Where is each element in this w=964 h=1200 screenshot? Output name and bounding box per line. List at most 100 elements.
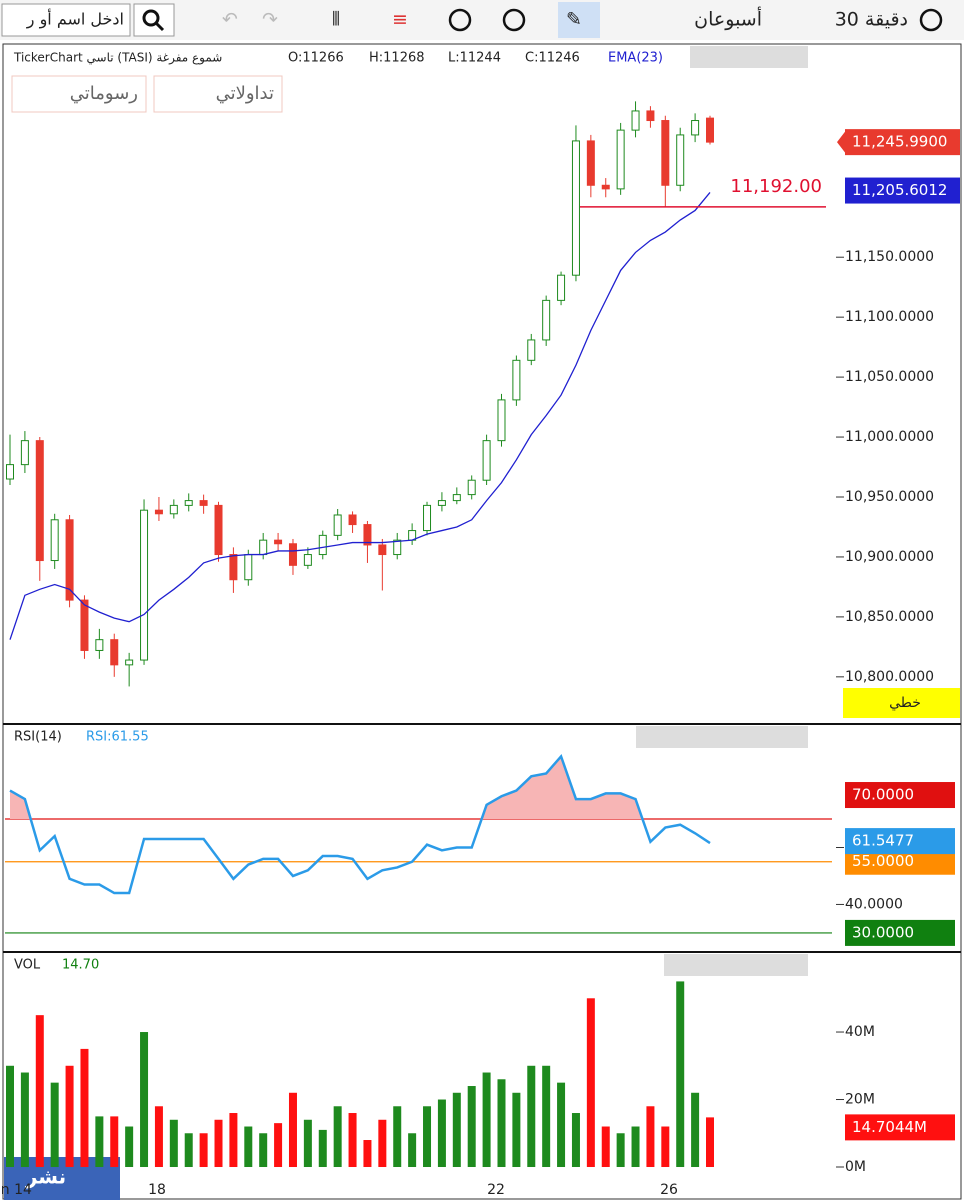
x-tick-label: Jan 14	[0, 1182, 32, 1198]
candle-body	[303, 554, 312, 566]
volume-bar	[616, 1133, 625, 1168]
candle-body	[20, 440, 29, 466]
x-tick-label: 18	[148, 1182, 166, 1198]
open: O:11266	[288, 51, 344, 66]
value-box	[845, 177, 960, 204]
range[interactable]: أسبوعان	[694, 7, 762, 31]
candle-body	[423, 504, 432, 532]
value-box	[845, 129, 960, 156]
volume-bar	[646, 1106, 655, 1168]
volume-bar	[437, 1099, 446, 1168]
volume-bar	[274, 1123, 283, 1168]
symbol: TickerChart تاسي (TASI) شموع مفرغة	[13, 51, 222, 66]
chart-style-label: خطي	[889, 695, 921, 711]
candle-icon[interactable]: ⫴	[332, 9, 340, 31]
candle-body	[527, 339, 536, 361]
value-box-label: 61.5477	[852, 832, 914, 850]
my-drawings-label: رسوماتي	[70, 83, 138, 104]
candle-body	[140, 509, 149, 661]
volume-bar	[482, 1072, 491, 1168]
price-controls[interactable]	[690, 46, 808, 68]
candle-body	[169, 504, 178, 515]
rsi-line	[9, 753, 711, 895]
volume-bar	[184, 1133, 193, 1168]
value-box-label: 55.0000	[852, 852, 914, 870]
candle-body	[646, 110, 655, 122]
volume-bar	[318, 1129, 327, 1168]
volume-bar	[169, 1119, 178, 1168]
candle-body	[288, 543, 297, 566]
volume-bar	[571, 1113, 580, 1168]
volume-bar	[467, 1086, 476, 1168]
ema-line	[9, 192, 711, 640]
volume-bar	[557, 1082, 566, 1168]
high: H:11268	[369, 51, 425, 66]
value-box-label: 11,245.9900	[852, 133, 947, 151]
my-drawings[interactable]	[11, 75, 147, 113]
search-button[interactable]	[133, 3, 175, 37]
chart-style[interactable]	[843, 688, 960, 718]
compare-icon[interactable]	[502, 8, 526, 32]
candle-body	[378, 544, 387, 556]
rsi-controls[interactable]	[636, 726, 808, 748]
undo[interactable]: ↶	[222, 9, 238, 31]
volume-bar	[6, 1065, 14, 1168]
volume-bar	[80, 1048, 89, 1168]
vol-name: VOL	[14, 958, 41, 973]
volume-bar	[20, 1072, 29, 1168]
volume-bar	[393, 1106, 402, 1168]
y-tick-label: 40M	[845, 1024, 875, 1040]
volume-bar	[452, 1092, 461, 1168]
chart-frame	[2, 43, 962, 1200]
volume-bar	[363, 1140, 372, 1168]
candle-body	[184, 500, 193, 506]
my-trades[interactable]	[153, 75, 283, 113]
volume-bar	[288, 1092, 297, 1168]
volume-bar	[512, 1092, 521, 1168]
volume-bar	[333, 1106, 342, 1168]
y-tick-label: 11,050.0000	[845, 369, 934, 385]
y-tick-label: 10,900.0000	[845, 549, 934, 565]
redo[interactable]: ↷	[262, 9, 278, 31]
volume-bar	[259, 1133, 268, 1168]
draw-tool[interactable]	[558, 2, 600, 38]
y-tick-label: 10,800.0000	[845, 669, 934, 685]
search-box[interactable]	[1, 3, 131, 37]
candle-body	[274, 539, 283, 545]
indicators-icon[interactable]: ≡	[392, 9, 408, 31]
value-box-label: 11,205.6012	[852, 181, 947, 199]
candle-body	[95, 639, 104, 651]
volume-bar	[423, 1106, 432, 1168]
x-tick-label: 26	[660, 1182, 678, 1198]
candle-body	[244, 554, 253, 581]
volume-bar	[631, 1126, 640, 1168]
y-tick-label: 20M	[845, 1092, 875, 1108]
vol-value: 14.70	[62, 958, 99, 973]
candle-body	[691, 120, 700, 136]
value-box	[845, 782, 955, 809]
volume-bar	[303, 1119, 312, 1168]
candle-body	[661, 120, 670, 186]
draw-icon: ✎	[566, 9, 582, 31]
vol-controls[interactable]	[664, 954, 808, 976]
plots: 11,150.0000 11,100.0000 11,050.0000 11,000.…	[0, 101, 960, 1198]
candle-body	[676, 134, 685, 186]
interval[interactable]: 30 دقيقة	[835, 9, 908, 31]
volume-bar	[199, 1133, 208, 1168]
x-tick-label: 22	[487, 1182, 505, 1198]
search-text: ادخل اسم أو ر	[26, 9, 124, 30]
volume-bar	[706, 1117, 714, 1168]
candle-body	[259, 539, 268, 556]
candle-body	[452, 494, 461, 502]
value-box	[845, 828, 955, 855]
volume-bar	[586, 998, 595, 1168]
y-tick-label: 11,150.0000	[845, 249, 934, 265]
y-tick-label: 10,950.0000	[845, 489, 934, 505]
volume-bar	[229, 1113, 238, 1168]
volume-bar	[348, 1113, 357, 1168]
rsi-value: RSI:61.55	[86, 730, 149, 745]
candle-body	[497, 399, 506, 442]
alerts-icon[interactable]	[448, 8, 472, 32]
volume-bar	[95, 1116, 104, 1168]
